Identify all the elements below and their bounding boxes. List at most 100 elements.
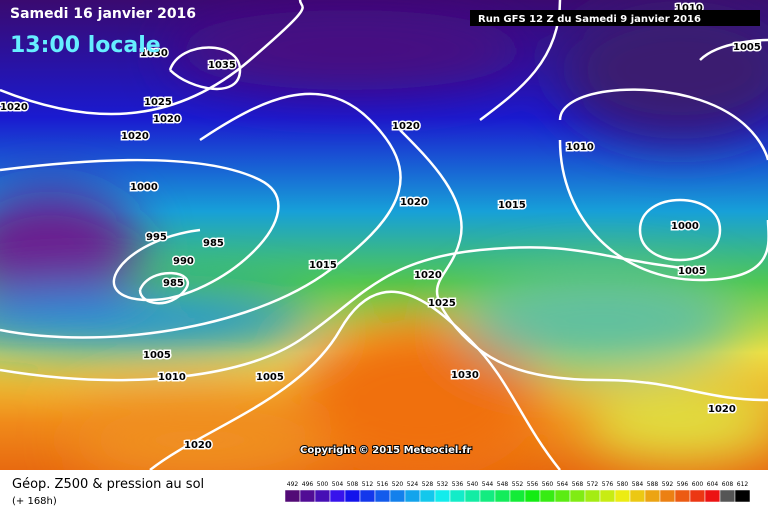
scale-label: 504 xyxy=(332,481,344,488)
isobar-label: 1010 xyxy=(158,372,186,383)
scale-label: 608 xyxy=(722,481,734,488)
scale-cell xyxy=(599,489,616,503)
isobar-label: 1005 xyxy=(256,372,284,383)
isobar-label: 985 xyxy=(163,278,184,289)
scale-cell xyxy=(404,489,421,503)
scale-label: 584 xyxy=(632,481,644,488)
scale-label: 536 xyxy=(452,481,464,488)
scale-cell xyxy=(329,489,346,503)
isobar-label: 1020 xyxy=(414,270,442,281)
scale-cell xyxy=(569,489,586,503)
scale-label: 496 xyxy=(302,481,314,488)
scale-cell xyxy=(719,489,736,503)
isobar-label: 1005 xyxy=(143,350,171,361)
isobar-label: 1000 xyxy=(671,221,699,232)
scale-cell xyxy=(629,489,646,503)
map-date: Samedi 16 janvier 2016 xyxy=(10,6,196,22)
scale-cell xyxy=(314,489,331,503)
scale-cell xyxy=(509,489,526,503)
scale-label: 520 xyxy=(392,481,404,488)
scale-label: 592 xyxy=(662,481,674,488)
scale-cell xyxy=(554,489,571,503)
scale-label: 544 xyxy=(482,481,494,488)
footer-lead: (+ 168h) xyxy=(12,496,57,507)
isobar-label: 1020 xyxy=(121,131,149,142)
scale-cell xyxy=(464,489,481,503)
isobar-label: 1030 xyxy=(451,370,479,381)
scale-label: 568 xyxy=(572,481,584,488)
scale-cell xyxy=(494,489,511,503)
isobar-label: 1015 xyxy=(498,200,526,211)
scale-label: 512 xyxy=(362,481,374,488)
scale-label: 548 xyxy=(497,481,509,488)
scale-label: 508 xyxy=(347,481,359,488)
scale-cell xyxy=(434,489,451,503)
isobar-label: 1000 xyxy=(130,182,158,193)
scale-cell xyxy=(524,489,541,503)
isobar-label: 1030 xyxy=(140,48,168,59)
isobar-label: 995 xyxy=(146,232,167,243)
scale-cell xyxy=(359,489,376,503)
copyright: Copyright © 2015 Meteociel.fr xyxy=(300,445,471,456)
scale-label: 572 xyxy=(587,481,599,488)
scale-cell xyxy=(689,489,706,503)
run-info: Run GFS 12 Z du Samedi 9 janvier 2016 xyxy=(478,14,701,25)
scale-cell xyxy=(449,489,466,503)
map-area: 1035 1030 1025 1020 1020 1020 1000 995 985 990 985… xyxy=(0,0,768,470)
scale-cell xyxy=(479,489,496,503)
scale-cell xyxy=(374,489,391,503)
scale-label: 576 xyxy=(602,481,614,488)
scale-cell xyxy=(299,489,316,503)
color-scale: 492 496 500 504 508 512 516 520 524 528 532 536 540 5… xyxy=(284,481,751,503)
scale-cell xyxy=(344,489,361,503)
scale-cell xyxy=(419,489,436,503)
scale-label: 596 xyxy=(677,481,689,488)
footer-title: Géop. Z500 & pression au sol xyxy=(12,477,204,492)
scale-label: 556 xyxy=(527,481,539,488)
isobar-label: 1035 xyxy=(208,60,236,71)
isobar-label: 1025 xyxy=(428,298,456,309)
isobar-label: 1020 xyxy=(153,114,181,125)
isobar-label: 1020 xyxy=(708,404,736,415)
scale-label: 588 xyxy=(647,481,659,488)
isobar-label: 1015 xyxy=(309,260,337,271)
isobar-labels: 1035 1030 1025 1020 1020 1020 1000 995 985 990 985… xyxy=(0,2,762,453)
scale-label: 552 xyxy=(512,481,524,488)
scale-cell xyxy=(644,489,661,503)
isobar-label: 1020 xyxy=(184,440,212,451)
scale-cell xyxy=(734,489,751,503)
isobar-label: 990 xyxy=(173,256,194,267)
isobar-label: 1020 xyxy=(0,102,28,113)
run-banner xyxy=(470,10,760,26)
scale-cell xyxy=(284,489,301,503)
isobar-label: 1020 xyxy=(392,121,420,132)
isobar-label: 1010 xyxy=(566,142,594,153)
isobar-label: 985 xyxy=(203,238,224,249)
isobars xyxy=(0,0,768,470)
scale-cell xyxy=(674,489,691,503)
scale-cell xyxy=(614,489,631,503)
isobar-label: 1005 xyxy=(733,42,761,53)
scale-label: 492 xyxy=(287,481,299,488)
scale-label: 564 xyxy=(557,481,569,488)
scale-label: 560 xyxy=(542,481,554,488)
scale-label: 600 xyxy=(692,481,704,488)
scale-label: 604 xyxy=(707,481,719,488)
isobar-label: 1025 xyxy=(144,97,172,108)
scale-label: 612 xyxy=(737,481,749,488)
scale-label: 580 xyxy=(617,481,629,488)
scale-label: 516 xyxy=(377,481,389,488)
scale-cell xyxy=(659,489,676,503)
scale-label: 528 xyxy=(422,481,434,488)
scale-label: 532 xyxy=(437,481,449,488)
scale-cell xyxy=(389,489,406,503)
isobar-label: 1005 xyxy=(678,266,706,277)
scale-label: 500 xyxy=(317,481,329,488)
scale-label: 540 xyxy=(467,481,479,488)
scale-label: 524 xyxy=(407,481,419,488)
scale-cell xyxy=(539,489,556,503)
scale-cell xyxy=(584,489,601,503)
map-time: 13:00 locale xyxy=(10,33,161,58)
isobar-label: 1020 xyxy=(400,197,428,208)
